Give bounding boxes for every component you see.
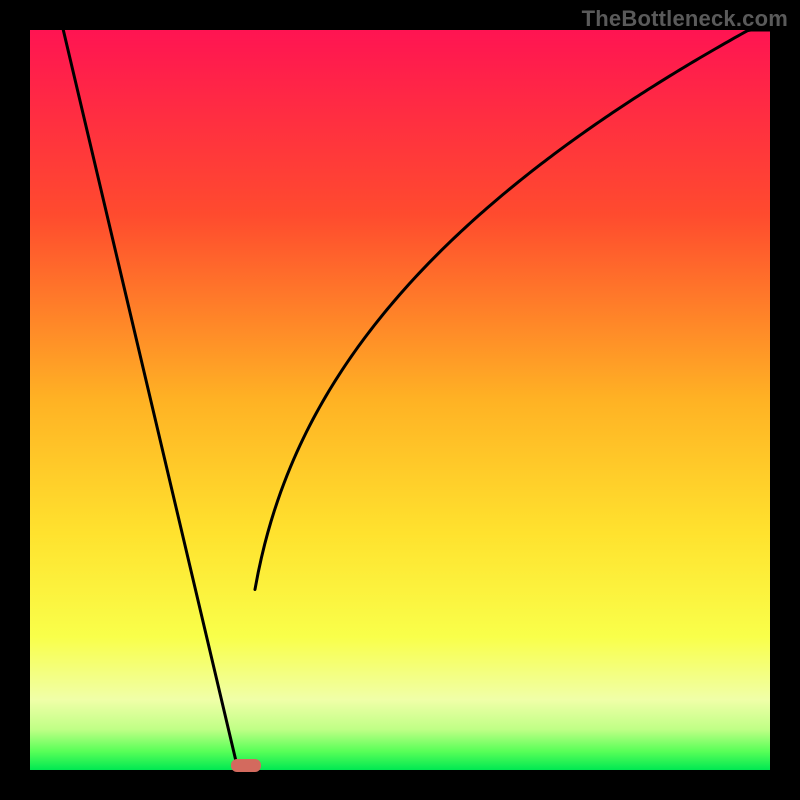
watermark-text: TheBottleneck.com xyxy=(582,6,788,32)
optimal-point-marker xyxy=(231,759,261,772)
bottleneck-curve xyxy=(30,30,770,770)
chart-frame: TheBottleneck.com xyxy=(0,0,800,800)
plot-area xyxy=(30,30,770,770)
